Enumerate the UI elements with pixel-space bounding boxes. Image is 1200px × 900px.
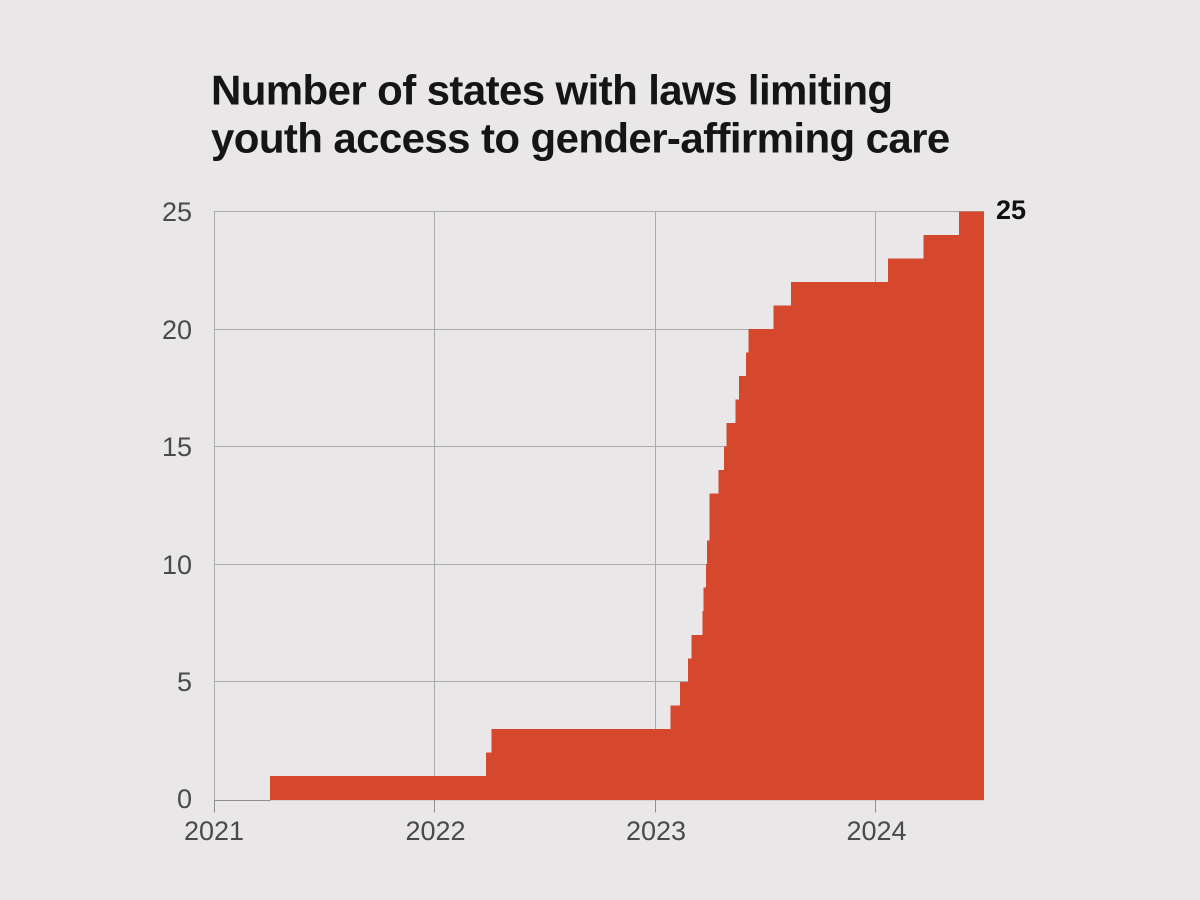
svg-text:25: 25 [162, 197, 192, 227]
svg-text:2024: 2024 [846, 816, 906, 846]
svg-text:10: 10 [162, 550, 192, 580]
svg-text:2021: 2021 [184, 816, 244, 846]
svg-text:15: 15 [162, 432, 192, 462]
svg-text:20: 20 [162, 315, 192, 345]
svg-text:2023: 2023 [626, 816, 686, 846]
svg-text:25: 25 [996, 195, 1026, 225]
svg-text:Number of states with laws lim: Number of states with laws limiting [211, 67, 892, 114]
svg-text:0: 0 [177, 784, 192, 814]
svg-text:2022: 2022 [405, 816, 465, 846]
svg-text:youth access to gender-affirmi: youth access to gender-affirming care [211, 115, 950, 162]
svg-text:5: 5 [177, 667, 192, 697]
